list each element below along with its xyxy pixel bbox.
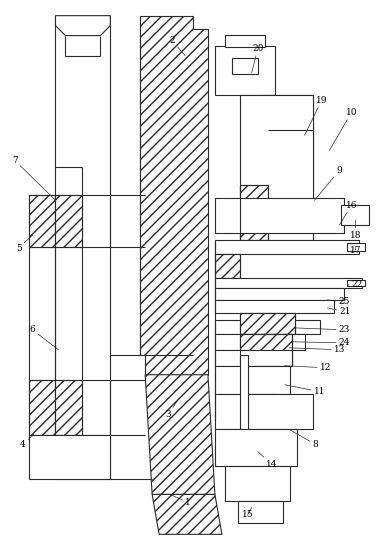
Bar (240, 355, 248, 430)
Bar (240, 185, 268, 215)
Bar (240, 313, 295, 334)
Text: 11: 11 (285, 384, 325, 396)
Bar (215, 254, 240, 278)
Bar (342, 205, 369, 225)
Bar (348, 280, 365, 286)
Text: 19: 19 (304, 96, 327, 135)
Bar (55, 16, 110, 479)
Bar (248, 394, 312, 428)
Bar (215, 366, 290, 394)
Bar (215, 254, 240, 278)
Bar (215, 278, 363, 288)
Bar (215, 198, 345, 233)
Text: 8: 8 (290, 430, 319, 449)
Bar (215, 428, 296, 466)
Bar (258, 96, 312, 130)
Polygon shape (140, 16, 208, 375)
Text: 20: 20 (252, 44, 264, 73)
Text: 7: 7 (12, 156, 55, 200)
Bar (29, 380, 55, 434)
Polygon shape (152, 495, 222, 534)
Bar (29, 195, 110, 247)
Text: 4: 4 (20, 434, 34, 449)
Bar (225, 466, 290, 501)
Text: 12: 12 (285, 363, 331, 372)
Text: 6: 6 (30, 325, 58, 350)
Bar (29, 434, 110, 479)
Bar (55, 380, 83, 434)
Text: 5: 5 (16, 235, 32, 252)
Text: 23: 23 (295, 325, 350, 334)
Text: 10: 10 (330, 108, 357, 150)
Text: 18: 18 (350, 220, 361, 239)
Bar (240, 185, 268, 215)
Bar (215, 350, 291, 366)
Bar (240, 215, 268, 240)
Bar (215, 320, 319, 334)
Text: 16: 16 (340, 201, 357, 225)
Bar (215, 46, 275, 96)
Bar (240, 313, 295, 334)
Text: 14: 14 (258, 452, 277, 469)
Bar (55, 195, 83, 247)
Bar (215, 394, 275, 428)
Bar (215, 288, 345, 300)
Bar (215, 334, 304, 350)
Text: 13: 13 (290, 345, 345, 354)
Bar (29, 380, 110, 434)
Polygon shape (145, 375, 215, 495)
Text: 22: 22 (348, 281, 363, 289)
Bar (268, 130, 312, 245)
Bar (215, 300, 335, 313)
Bar (29, 195, 55, 247)
Text: 17: 17 (350, 245, 361, 255)
Text: 9: 9 (314, 166, 342, 200)
Polygon shape (55, 16, 110, 36)
Bar (240, 96, 312, 240)
Bar (348, 243, 365, 251)
Bar (240, 334, 291, 366)
Bar (240, 334, 291, 366)
Text: 2: 2 (169, 36, 185, 55)
Text: 21: 21 (327, 307, 351, 317)
Bar (215, 240, 359, 254)
Bar (238, 501, 283, 523)
Bar (225, 35, 265, 47)
Text: 1: 1 (170, 495, 191, 507)
Text: 15: 15 (242, 507, 254, 519)
Bar (240, 215, 268, 240)
Bar (232, 58, 258, 73)
Text: 3: 3 (165, 400, 178, 419)
Text: 24: 24 (291, 338, 350, 348)
Text: 25: 25 (327, 298, 350, 306)
